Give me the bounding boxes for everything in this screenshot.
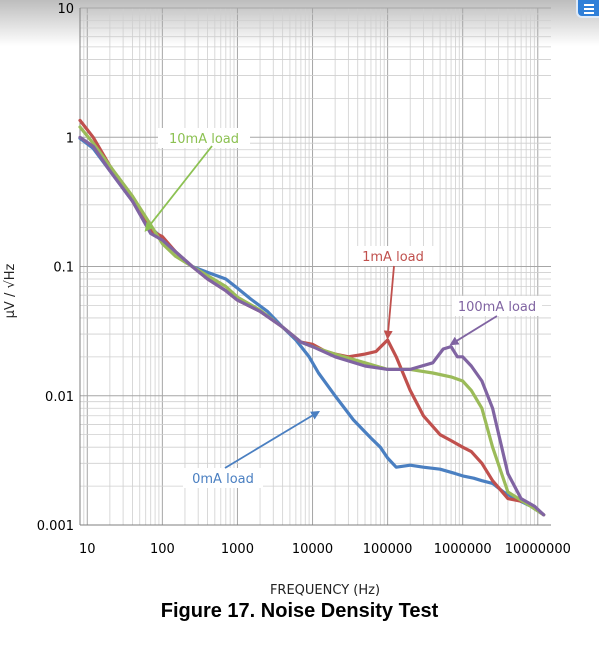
annotation-label: 0mA load bbox=[192, 472, 254, 487]
y-tick-label: 0.1 bbox=[53, 261, 74, 276]
series-line-100ma-load bbox=[78, 135, 546, 517]
y-tick-label: 0.01 bbox=[45, 390, 74, 405]
annotation-box bbox=[183, 468, 263, 488]
y-tick-label: 1 bbox=[66, 131, 74, 146]
annotation-arrow bbox=[144, 145, 213, 232]
annotation-10ma-load: 10mA load bbox=[144, 128, 250, 232]
x-tick-label: 10000000 bbox=[505, 542, 571, 557]
series-line-0ma-load bbox=[78, 136, 546, 517]
x-tick-label: 1000 bbox=[221, 542, 254, 557]
annotation-0ma-load: 0mA load bbox=[183, 410, 321, 488]
annotation-arrow bbox=[449, 315, 498, 346]
annotation-label: 1mA load bbox=[362, 250, 424, 265]
annotation-box bbox=[352, 246, 434, 266]
y-axis-title: µV / √Hz bbox=[3, 263, 18, 318]
x-tick-label: 10000 bbox=[292, 542, 333, 557]
y-tick-label: 10 bbox=[57, 2, 74, 17]
x-tick-label: 10 bbox=[79, 542, 96, 557]
x-tick-label: 100000 bbox=[363, 542, 413, 557]
noise-density-chart: 10 100 1000 10000 100000 1000000 10000000 10 1 0.… bbox=[3, 2, 571, 598]
annotation-label: 10mA load bbox=[169, 132, 239, 147]
tick-labels: 10 100 1000 10000 100000 1000000 10000000 10 1 0.… bbox=[37, 2, 571, 557]
annotation-box bbox=[158, 128, 250, 148]
annotation-arrow bbox=[224, 410, 321, 469]
chart-annotations: 10mA load 1mA load 100mA load 0mA load bbox=[144, 128, 542, 488]
annotation-box bbox=[452, 296, 542, 316]
annotation-arrow bbox=[383, 265, 395, 340]
figure-caption: Figure 17. Noise Density Test bbox=[160, 600, 439, 622]
x-tick-label: 100 bbox=[150, 542, 175, 557]
chart-axes bbox=[79, 8, 551, 526]
chart-grid bbox=[79, 7, 551, 526]
annotation-label: 100mA load bbox=[458, 300, 536, 315]
menu-icon[interactable] bbox=[578, 0, 599, 16]
x-tick-label: 1000000 bbox=[434, 542, 492, 557]
x-axis-title: FREQUENCY (Hz) bbox=[270, 583, 380, 598]
annotation-1ma-load: 1mA load bbox=[352, 246, 434, 340]
annotation-100ma-load: 100mA load bbox=[449, 296, 542, 346]
y-tick-label: 0.001 bbox=[37, 519, 74, 534]
chart-series bbox=[78, 118, 546, 517]
